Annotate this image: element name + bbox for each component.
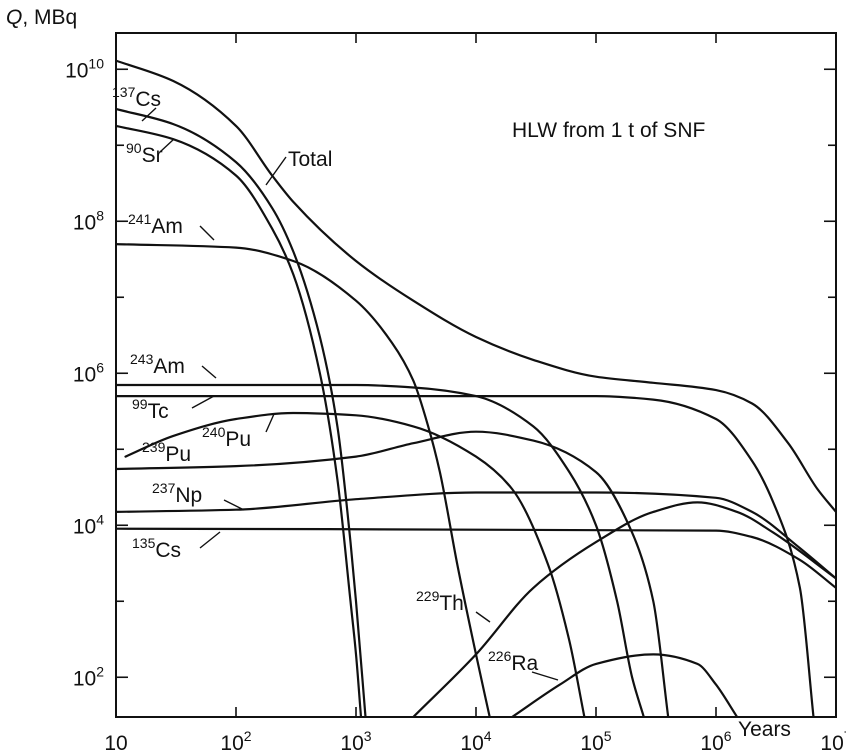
curve-137cs xyxy=(116,107,367,717)
series-label-135cs: 135Cs xyxy=(132,535,181,562)
y-axis-label: Q, MBq xyxy=(6,6,77,29)
curve-239pu xyxy=(116,430,670,717)
leader-240pu xyxy=(265,413,275,433)
series-label-total: Total xyxy=(288,148,332,171)
curve-99tc xyxy=(116,394,815,717)
leader-90sr xyxy=(159,138,175,153)
label-leaders xyxy=(141,107,559,681)
curve-237np xyxy=(116,491,836,580)
y-tick-label: 104 xyxy=(73,511,104,538)
axis-ticks xyxy=(115,33,837,717)
x-tick-label: 106 xyxy=(700,728,731,754)
leader-229th xyxy=(475,611,491,623)
y-tick-label: 106 xyxy=(73,359,104,386)
series-label-243am: 243Am xyxy=(130,351,185,378)
y-tick-label: 108 xyxy=(73,207,104,234)
leader-137cs xyxy=(141,107,157,122)
leader-243am xyxy=(201,365,217,379)
y-tick-label: 102 xyxy=(73,663,104,690)
text-labels: 10 102 103 104 105 106 107 102 104 106 108 1010 Q, M… xyxy=(6,6,846,754)
series-label-240pu: 240Pu xyxy=(202,424,251,451)
plot-frame xyxy=(115,32,837,718)
series-label-239pu: 239Pu xyxy=(142,439,191,466)
series-label-237np: 237Np xyxy=(152,480,202,507)
x-tick-label: 102 xyxy=(220,728,251,754)
leader-241am xyxy=(199,225,215,241)
x-tick-label: 105 xyxy=(580,728,611,754)
y-tick-label: 1010 xyxy=(65,55,104,82)
x-tick-label: 10 xyxy=(104,732,127,754)
curve-135cs xyxy=(116,527,836,589)
curve-243am xyxy=(116,383,645,717)
curve-226ra xyxy=(511,653,739,717)
curve-229th xyxy=(412,501,836,717)
series-label-99tc: 99Tc xyxy=(132,396,169,423)
leader-total xyxy=(265,156,287,186)
series-label-137cs: 137Cs xyxy=(112,84,161,111)
curve-90sr xyxy=(116,124,363,717)
leader-99tc xyxy=(191,395,215,409)
curve-240pu xyxy=(124,411,586,717)
leader-237np xyxy=(223,499,245,511)
series-label-229th: 229Th xyxy=(416,588,464,615)
series-label-90sr: 90Sr xyxy=(126,140,163,167)
series-label-241am: 241Am xyxy=(128,211,183,238)
leader-226ra xyxy=(531,671,559,681)
x-tick-label: 104 xyxy=(460,728,491,754)
leader-135cs xyxy=(199,531,221,549)
chart-annotation: HLW from 1 t of SNF xyxy=(512,119,705,142)
curve-total xyxy=(116,59,836,513)
x-tick-label: 103 xyxy=(340,728,371,754)
series-label-226ra: 226Ra xyxy=(488,648,539,675)
x-tick-label: 107 xyxy=(820,728,846,754)
curves-group xyxy=(116,59,836,717)
curve-241am xyxy=(116,243,491,717)
x-axis-label: Years xyxy=(738,718,791,741)
